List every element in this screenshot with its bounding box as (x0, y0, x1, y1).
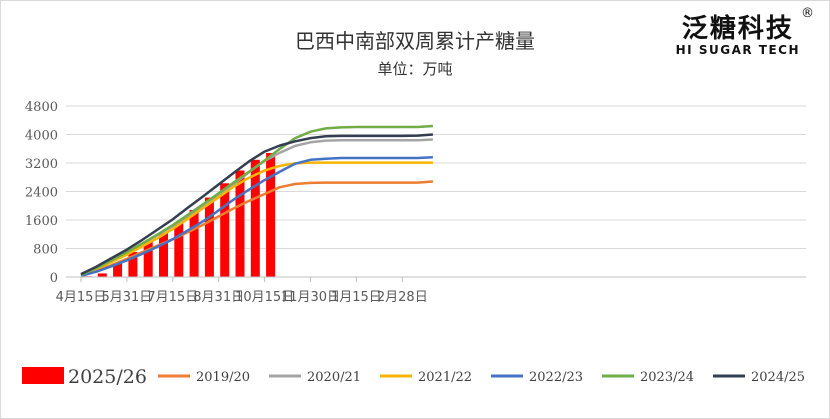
legend-label: 2022/23 (529, 370, 583, 385)
x-tick-label: 8月31日 (193, 290, 244, 305)
logo-text-en: HI SUGAR TECH (675, 43, 800, 57)
x-tick-label: 11月30日 (281, 290, 340, 305)
y-tick-label: 1600 (25, 214, 58, 229)
y-tick-label: 4800 (25, 100, 58, 115)
bar (220, 183, 230, 277)
legend-label: 2019/20 (196, 370, 250, 385)
y-tick-label: 4000 (25, 129, 58, 144)
series-line (80, 156, 433, 278)
legend-swatch-bar (22, 367, 64, 384)
gridlines (66, 105, 806, 249)
line-series (80, 124, 433, 278)
bar (204, 197, 214, 277)
bar (128, 252, 138, 277)
series-line (80, 124, 433, 277)
series-line (80, 133, 433, 276)
x-tick-label: 5月31日 (101, 290, 152, 305)
chart-subtitle: 单位：万吨 (377, 60, 452, 78)
series-line (80, 161, 433, 277)
registered-mark: ® (801, 6, 814, 21)
legend-label: 2021/22 (418, 370, 472, 385)
bar (266, 153, 276, 277)
bar (235, 170, 245, 277)
bar (189, 210, 199, 277)
bar-series (82, 153, 276, 277)
y-tick-label: 2400 (25, 186, 58, 201)
bar (143, 241, 153, 277)
x-tick-label: 4月15日 (56, 290, 107, 305)
chart-title: 巴西中南部双周累计产糖量 (295, 29, 535, 53)
x-tick-label: 7月15日 (147, 290, 198, 305)
x-tick-label: 1月15日 (331, 290, 382, 305)
bar (97, 273, 107, 277)
legend-label: 2025/26 (68, 366, 147, 388)
x-tick-label: 10月15日 (235, 290, 294, 305)
axes: 0 800 1600 2400 3200 4000 4800 4月15日5月31日7月15日8… (25, 100, 806, 305)
brand-logo: 泛糖科技 ® HI SUGAR TECH (675, 6, 814, 57)
bar (250, 159, 260, 277)
legend: 2025/26 2019/20 2020/21 2021/22 2022/23 2023/… (22, 366, 805, 388)
y-tick-label: 3200 (25, 157, 58, 172)
series-line (80, 180, 433, 277)
x-tick-label: 2月28日 (377, 290, 428, 305)
bar (174, 222, 184, 277)
bar (159, 232, 168, 277)
legend-label: 2020/21 (307, 370, 361, 385)
legend-label: 2023/24 (640, 370, 694, 385)
legend-label: 2024/25 (751, 370, 805, 385)
logo-text-cn: 泛糖科技 (681, 14, 794, 44)
y-tick-label: 800 (33, 243, 58, 258)
y-tick-label: 0 (50, 271, 58, 286)
bar (113, 263, 123, 277)
